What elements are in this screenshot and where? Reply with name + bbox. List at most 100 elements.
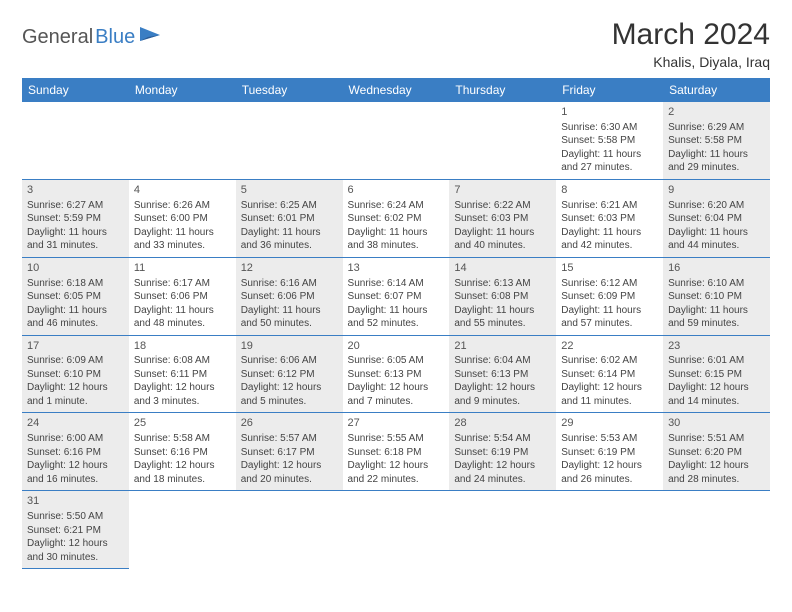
- logo-text-blue: Blue: [95, 26, 135, 49]
- sunrise-text: Sunrise: 6:09 AM: [27, 354, 124, 368]
- sunrise-text: Sunrise: 6:22 AM: [454, 199, 551, 213]
- empty-cell: [449, 491, 556, 569]
- empty-cell: [129, 102, 236, 179]
- day-number: 14: [454, 261, 551, 276]
- sunrise-text: Sunrise: 6:02 AM: [561, 354, 658, 368]
- daylight-text: and 16 minutes.: [27, 473, 124, 487]
- daylight-text: and 9 minutes.: [454, 395, 551, 409]
- day-cell-31: 31Sunrise: 5:50 AMSunset: 6:21 PMDayligh…: [22, 491, 129, 569]
- sunrise-text: Sunrise: 6:21 AM: [561, 199, 658, 213]
- empty-cell: [343, 491, 450, 569]
- sunset-text: Sunset: 6:08 PM: [454, 290, 551, 304]
- sunrise-text: Sunrise: 6:00 AM: [27, 432, 124, 446]
- sunrise-text: Sunrise: 6:14 AM: [348, 277, 445, 291]
- day-number: 11: [134, 261, 231, 276]
- empty-cell: [236, 102, 343, 179]
- day-number: 28: [454, 416, 551, 431]
- day-cell-22: 22Sunrise: 6:02 AMSunset: 6:14 PMDayligh…: [556, 335, 663, 413]
- sunrise-text: Sunrise: 5:55 AM: [348, 432, 445, 446]
- flag-icon: [140, 27, 162, 48]
- sunset-text: Sunset: 6:10 PM: [27, 368, 124, 382]
- sunrise-text: Sunrise: 6:04 AM: [454, 354, 551, 368]
- day-cell-4: 4Sunrise: 6:26 AMSunset: 6:00 PMDaylight…: [129, 179, 236, 257]
- empty-cell: [556, 491, 663, 569]
- daylight-text: and 7 minutes.: [348, 395, 445, 409]
- day-header-saturday: Saturday: [663, 78, 770, 102]
- day-number: 27: [348, 416, 445, 431]
- week-row: 17Sunrise: 6:09 AMSunset: 6:10 PMDayligh…: [22, 335, 770, 413]
- day-cell-26: 26Sunrise: 5:57 AMSunset: 6:17 PMDayligh…: [236, 413, 343, 491]
- sunset-text: Sunset: 6:03 PM: [454, 212, 551, 226]
- daylight-text: Daylight: 12 hours: [561, 459, 658, 473]
- sunrise-text: Sunrise: 6:26 AM: [134, 199, 231, 213]
- day-number: 26: [241, 416, 338, 431]
- daylight-text: Daylight: 11 hours: [454, 226, 551, 240]
- sunset-text: Sunset: 6:10 PM: [668, 290, 765, 304]
- daylight-text: Daylight: 11 hours: [668, 148, 765, 162]
- day-number: 31: [27, 494, 124, 509]
- day-number: 2: [668, 105, 765, 120]
- day-number: 16: [668, 261, 765, 276]
- daylight-text: and 55 minutes.: [454, 317, 551, 331]
- day-header-friday: Friday: [556, 78, 663, 102]
- day-number: 23: [668, 339, 765, 354]
- header: General Blue March 2024 Khalis, Diyala, …: [22, 18, 770, 70]
- daylight-text: and 14 minutes.: [668, 395, 765, 409]
- daylight-text: Daylight: 11 hours: [27, 226, 124, 240]
- daylight-text: Daylight: 12 hours: [27, 459, 124, 473]
- sunrise-text: Sunrise: 6:13 AM: [454, 277, 551, 291]
- daylight-text: Daylight: 11 hours: [561, 226, 658, 240]
- day-cell-2: 2Sunrise: 6:29 AMSunset: 5:58 PMDaylight…: [663, 102, 770, 179]
- sunrise-text: Sunrise: 6:10 AM: [668, 277, 765, 291]
- day-cell-16: 16Sunrise: 6:10 AMSunset: 6:10 PMDayligh…: [663, 257, 770, 335]
- week-row: 10Sunrise: 6:18 AMSunset: 6:05 PMDayligh…: [22, 257, 770, 335]
- sunset-text: Sunset: 6:12 PM: [241, 368, 338, 382]
- daylight-text: and 30 minutes.: [27, 551, 124, 565]
- week-row: 1Sunrise: 6:30 AMSunset: 5:58 PMDaylight…: [22, 102, 770, 179]
- sunset-text: Sunset: 6:19 PM: [454, 446, 551, 460]
- sunset-text: Sunset: 6:21 PM: [27, 524, 124, 538]
- sunset-text: Sunset: 6:07 PM: [348, 290, 445, 304]
- sunrise-text: Sunrise: 6:20 AM: [668, 199, 765, 213]
- title-block: March 2024 Khalis, Diyala, Iraq: [612, 18, 770, 70]
- daylight-text: and 11 minutes.: [561, 395, 658, 409]
- daylight-text: Daylight: 11 hours: [134, 304, 231, 318]
- sunrise-text: Sunrise: 6:08 AM: [134, 354, 231, 368]
- empty-cell: [236, 491, 343, 569]
- sunset-text: Sunset: 6:16 PM: [134, 446, 231, 460]
- sunset-text: Sunset: 5:58 PM: [668, 134, 765, 148]
- sunrise-text: Sunrise: 6:29 AM: [668, 121, 765, 135]
- day-cell-27: 27Sunrise: 5:55 AMSunset: 6:18 PMDayligh…: [343, 413, 450, 491]
- week-row: 24Sunrise: 6:00 AMSunset: 6:16 PMDayligh…: [22, 413, 770, 491]
- sunset-text: Sunset: 6:03 PM: [561, 212, 658, 226]
- sunset-text: Sunset: 6:06 PM: [241, 290, 338, 304]
- day-number: 22: [561, 339, 658, 354]
- sunset-text: Sunset: 6:06 PM: [134, 290, 231, 304]
- day-cell-25: 25Sunrise: 5:58 AMSunset: 6:16 PMDayligh…: [129, 413, 236, 491]
- day-number: 30: [668, 416, 765, 431]
- daylight-text: Daylight: 12 hours: [134, 459, 231, 473]
- daylight-text: and 5 minutes.: [241, 395, 338, 409]
- sunset-text: Sunset: 6:09 PM: [561, 290, 658, 304]
- empty-cell: [663, 491, 770, 569]
- day-number: 3: [27, 183, 124, 198]
- day-cell-13: 13Sunrise: 6:14 AMSunset: 6:07 PMDayligh…: [343, 257, 450, 335]
- daylight-text: and 36 minutes.: [241, 239, 338, 253]
- daylight-text: and 48 minutes.: [134, 317, 231, 331]
- sunrise-text: Sunrise: 6:01 AM: [668, 354, 765, 368]
- sunrise-text: Sunrise: 6:27 AM: [27, 199, 124, 213]
- sunrise-text: Sunrise: 6:18 AM: [27, 277, 124, 291]
- day-header-monday: Monday: [129, 78, 236, 102]
- day-cell-19: 19Sunrise: 6:06 AMSunset: 6:12 PMDayligh…: [236, 335, 343, 413]
- day-number: 24: [27, 416, 124, 431]
- day-cell-11: 11Sunrise: 6:17 AMSunset: 6:06 PMDayligh…: [129, 257, 236, 335]
- logo: General Blue: [22, 18, 162, 49]
- sunset-text: Sunset: 6:13 PM: [348, 368, 445, 382]
- daylight-text: Daylight: 11 hours: [241, 304, 338, 318]
- day-number: 17: [27, 339, 124, 354]
- location: Khalis, Diyala, Iraq: [612, 54, 770, 70]
- day-header-thursday: Thursday: [449, 78, 556, 102]
- daylight-text: Daylight: 12 hours: [241, 459, 338, 473]
- daylight-text: and 18 minutes.: [134, 473, 231, 487]
- daylight-text: Daylight: 11 hours: [561, 148, 658, 162]
